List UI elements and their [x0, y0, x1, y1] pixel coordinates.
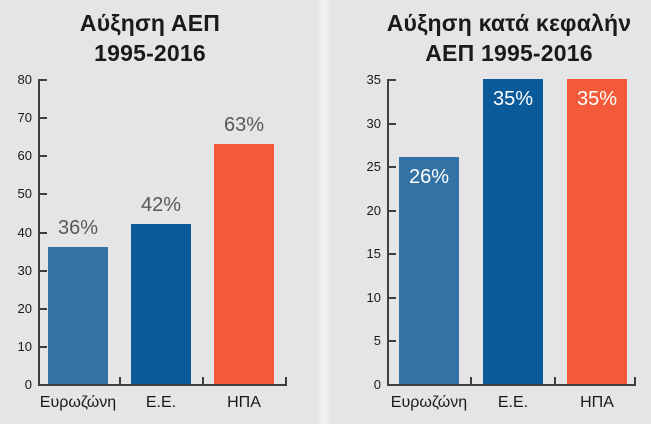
y-tick-label: 30 — [17, 262, 32, 278]
y-tick-label: 40 — [17, 224, 32, 240]
y-axis-tick — [389, 79, 396, 81]
y-axis-tick — [40, 117, 47, 120]
y-axis-tick — [40, 307, 47, 310]
y-axis-line — [38, 79, 40, 386]
y-axis-line — [387, 79, 389, 386]
y-axis-tick — [40, 269, 47, 272]
bar-Ευρωζώνη — [399, 157, 459, 384]
bar-value-label: 35% — [576, 88, 618, 110]
y-axis-tick — [40, 79, 47, 81]
y-axis-tick — [389, 340, 396, 343]
y-tick-label: 10 — [17, 338, 32, 354]
x-axis-line — [38, 384, 287, 386]
y-axis-tick — [40, 231, 47, 234]
y-axis-tick — [389, 384, 396, 386]
chart-title-line-1: Αύξηση ΑΕΠ — [79, 10, 221, 36]
bar-value-label: 36% — [57, 216, 99, 239]
y-tick-label: 0 — [373, 377, 381, 392]
bar-value-label: 42% — [140, 193, 182, 216]
bar-Ε.Ε. — [483, 79, 543, 384]
y-axis-tick — [389, 122, 396, 125]
bar-Ε.Ε. — [131, 223, 191, 384]
y-axis-tick — [40, 193, 47, 196]
x-axis-category-tick — [118, 377, 121, 384]
y-axis-tick — [389, 253, 396, 256]
category-label: Ε.Ε. — [145, 394, 177, 411]
x-axis-end-tick — [285, 377, 287, 386]
y-tick-label: 25 — [366, 159, 381, 175]
category-label: Ευρωζώνη — [39, 394, 117, 411]
x-axis-category-tick — [201, 377, 204, 384]
category-label: Ε.Ε. — [497, 394, 529, 411]
x-axis-end-tick — [634, 377, 636, 386]
chart-title-line-2: ΑΕΠ 1995-2016 — [425, 40, 593, 66]
y-tick-label: 20 — [17, 300, 32, 316]
panel-seam-divider — [316, 0, 332, 424]
gdp-growth-chart-title: Αύξηση ΑΕΠ 1995-2016 — [80, 8, 220, 68]
x-axis-category-tick — [470, 377, 472, 384]
bar-ΗΠΑ — [567, 79, 627, 384]
y-tick-label: 50 — [17, 186, 32, 202]
y-tick-label: 70 — [17, 110, 32, 126]
y-axis-tick — [389, 296, 396, 299]
y-axis-tick — [389, 209, 396, 212]
x-axis-category-tick — [554, 377, 556, 384]
category-label: ΗΠΑ — [580, 394, 614, 411]
y-tick-label: 60 — [17, 148, 32, 164]
y-tick-label: 10 — [366, 289, 381, 305]
y-tick-label: 80 — [17, 72, 32, 87]
bar-Ευρωζώνη — [48, 246, 108, 384]
y-tick-label: 30 — [366, 115, 381, 131]
y-tick-label: 15 — [366, 246, 381, 262]
y-axis-tick — [40, 384, 47, 386]
y-tick-label: 20 — [366, 202, 381, 218]
y-axis-tick — [40, 155, 47, 158]
y-tick-label: 35 — [366, 72, 381, 87]
chart-title-line-2: 1995-2016 — [94, 40, 206, 66]
y-tick-label: 0 — [24, 377, 32, 392]
category-label: ΗΠΑ — [227, 394, 261, 411]
gdp-per-capita-chart-title: Αύξηση κατά κεφαλήν ΑΕΠ 1995-2016 — [387, 8, 632, 68]
category-label: Ευρωζώνη — [390, 394, 468, 411]
y-tick-label: 5 — [373, 333, 381, 349]
bar-value-label: 35% — [492, 88, 534, 110]
bar-ΗΠΑ — [214, 143, 274, 384]
bar-value-label: 26% — [408, 166, 450, 189]
y-axis-tick — [40, 345, 47, 348]
bar-value-label: 63% — [223, 113, 265, 136]
chart-title-line-1: Αύξηση κατά κεφαλήν — [386, 10, 632, 36]
x-axis-line — [387, 384, 636, 386]
y-axis-tick — [389, 166, 396, 169]
